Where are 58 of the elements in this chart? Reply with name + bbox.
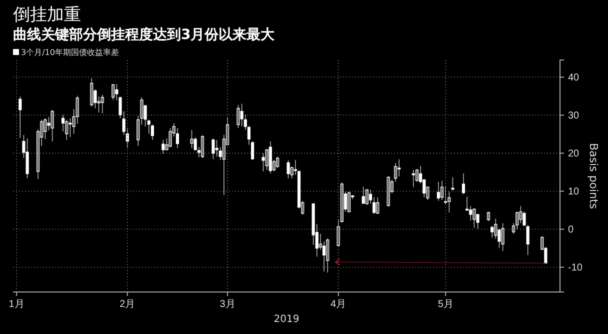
y-tick-label: 0	[568, 224, 574, 236]
candlestick	[462, 172, 466, 195]
candlestick	[18, 96, 22, 138]
candlestick	[112, 84, 115, 100]
candlestick	[162, 139, 165, 154]
candlestick	[440, 180, 444, 200]
candlestick	[472, 208, 476, 228]
candlestick	[444, 185, 448, 204]
candlestick	[26, 138, 29, 179]
chart-title: 倒挂加重	[13, 5, 81, 25]
candlestick	[469, 206, 472, 221]
candlestick	[76, 95, 79, 124]
candlestick	[268, 140, 272, 174]
y-axis-title: Basis points	[587, 142, 600, 210]
chart-subtitle: 曲线关键部分倒挂程度达到3月份以来最大	[13, 26, 276, 43]
candlestick	[326, 238, 330, 274]
y-tick-label: 10	[568, 186, 580, 198]
x-tick-label: 4月	[330, 299, 346, 310]
x-tick-label: 2月	[120, 299, 136, 310]
y-tick-label: 30	[568, 110, 580, 122]
candlestick	[340, 182, 344, 223]
candlestick	[212, 138, 215, 160]
candlestick	[286, 160, 290, 179]
candlestick	[448, 191, 451, 213]
y-tick-label: -10	[568, 262, 583, 274]
candlestick	[451, 176, 454, 191]
candlestick	[276, 156, 280, 168]
candlestick	[486, 211, 490, 222]
candlestick	[494, 218, 498, 240]
candlestick	[215, 139, 218, 158]
candlestick	[376, 196, 380, 214]
x-tick-label: 1月	[8, 299, 24, 310]
candlestick	[501, 222, 504, 252]
candlestick	[50, 109, 54, 142]
x-axis-title: 2019	[274, 314, 300, 325]
candlestick	[65, 119, 68, 140]
candlestick	[265, 148, 268, 170]
candlestick	[348, 191, 351, 213]
y-tick-label: 20	[568, 148, 580, 160]
x-tick-label: 5月	[438, 299, 454, 310]
candlestick	[236, 104, 240, 128]
y-tick-label: 40	[568, 72, 580, 84]
candlestick	[100, 94, 104, 114]
candlestick	[394, 162, 398, 182]
candlestick	[190, 130, 194, 149]
legend-label: 3个月/10年期国债收益率差	[21, 48, 119, 57]
x-tick-label: 3月	[220, 299, 236, 310]
candlestick	[516, 211, 519, 230]
candlestick	[200, 134, 204, 159]
candlestick	[436, 181, 440, 202]
candlestick	[365, 188, 368, 206]
candlestick	[336, 218, 340, 248]
candlestick	[147, 119, 150, 134]
candlestick	[386, 176, 390, 207]
candlestick	[262, 152, 265, 172]
candlestick	[240, 103, 244, 127]
candlestick	[90, 78, 94, 107]
candlestick	[362, 186, 365, 204]
